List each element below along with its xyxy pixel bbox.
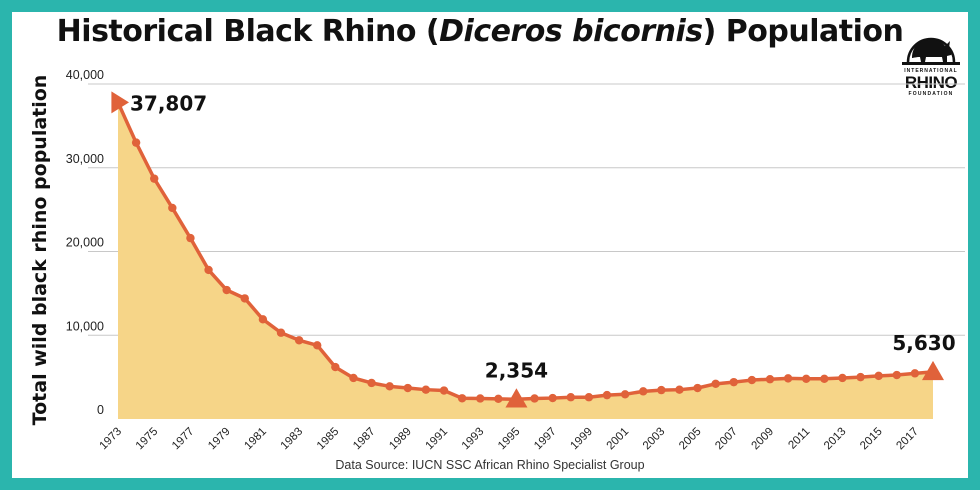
data-point [675, 385, 684, 394]
data-point-highlight [111, 91, 129, 114]
data-point [620, 390, 630, 399]
data-point [258, 315, 268, 324]
x-tick-label: 1985 [315, 426, 342, 453]
data-point [457, 394, 467, 403]
data-point [530, 394, 539, 403]
data-point [892, 370, 901, 380]
x-tick-label: 1983 [279, 426, 306, 453]
title-species: Diceros bicornis [439, 14, 703, 49]
data-point [476, 394, 485, 403]
population-line [116, 101, 934, 402]
data-point [385, 382, 394, 391]
y-tick-label: 40,000 [66, 68, 104, 82]
data-point [657, 385, 666, 395]
y-tick-label: 0 [97, 403, 104, 417]
data-point [765, 375, 775, 384]
data-point [494, 394, 503, 404]
population-area [118, 102, 933, 419]
data-point [820, 374, 829, 383]
points-layer [111, 91, 944, 408]
data-point [349, 373, 358, 383]
area-layer [118, 102, 933, 419]
x-tick-label: 2003 [641, 426, 668, 453]
data-point [602, 390, 612, 400]
data-point [548, 393, 557, 403]
x-tick-label: 1987 [351, 426, 378, 453]
x-tick-label: 1997 [532, 426, 559, 453]
data-point [222, 285, 231, 295]
data-point [313, 341, 322, 350]
data-point [204, 265, 213, 275]
data-point [240, 294, 249, 303]
line-layer [116, 101, 934, 402]
grid-lines: 0 10,000 20,000 30,000 40,000 [66, 68, 965, 417]
x-tick-label: 2001 [605, 426, 632, 453]
data-point [874, 371, 883, 381]
x-tick-label: 1979 [206, 426, 233, 453]
data-point [131, 138, 141, 147]
logo-bottom-text: FOUNDATION [908, 91, 954, 97]
data-point [566, 393, 575, 402]
data-point [150, 174, 159, 183]
data-label: 2,354 [485, 358, 548, 382]
y-tick-label: 20,000 [66, 236, 104, 250]
x-tick-label: 1981 [242, 426, 269, 453]
y-tick-label: 30,000 [66, 152, 104, 166]
x-tick-label: 1993 [460, 426, 487, 453]
data-point [367, 378, 376, 388]
data-label: 37,807 [130, 91, 207, 115]
rhino-foundation-logo: INTERNATIONAL RHINO FOUNDATION [896, 20, 966, 98]
data-point [639, 387, 648, 396]
x-tick-label: 1975 [134, 426, 161, 453]
logo-top-text: INTERNATIONAL [904, 68, 958, 74]
x-tick-label: 1977 [170, 426, 197, 453]
y-tick-label: 10,000 [66, 319, 104, 333]
x-tick-label: 2005 [677, 426, 704, 453]
data-point [729, 377, 738, 387]
data-point [711, 379, 720, 389]
x-tick-label: 1991 [424, 426, 451, 453]
chart-title: Historical Black Rhino (Diceros bicornis… [0, 14, 960, 49]
data-point [276, 328, 286, 337]
data-point [168, 203, 177, 213]
title-part-1: Historical Black Rhino ( [56, 14, 440, 49]
data-point [747, 375, 757, 385]
logo-name: RHINO [904, 73, 958, 92]
x-tick-label: 1973 [98, 426, 125, 453]
x-tick-label: 1995 [496, 426, 523, 453]
data-point-highlight [922, 360, 944, 381]
x-tick-label: 2017 [894, 426, 921, 453]
rhino-icon [902, 37, 960, 65]
data-label: 5,630 [892, 331, 955, 355]
title-part-2: ) Population [702, 14, 904, 49]
data-point [910, 369, 920, 378]
data-point [802, 374, 811, 383]
x-tick-label: 2009 [750, 426, 777, 453]
data-point [838, 373, 847, 383]
x-tick-label: 1989 [387, 426, 414, 453]
data-point-highlight [505, 388, 528, 408]
x-tick-label: 1999 [568, 426, 595, 453]
x-tick-label: 2015 [858, 426, 885, 453]
data-point [856, 372, 865, 382]
data-point [186, 233, 195, 243]
data-point [693, 383, 702, 393]
x-tick-label: 2013 [822, 426, 849, 453]
data-point [331, 362, 340, 372]
x-tick-label: 2011 [786, 426, 812, 452]
data-point [584, 393, 594, 402]
x-tick-label: 2007 [713, 426, 740, 453]
data-point [439, 386, 449, 395]
data-point [403, 383, 412, 393]
data-point [421, 385, 431, 394]
data-point [294, 336, 304, 345]
data-source-note: Data Source: IUCN SSC African Rhino Spec… [335, 458, 645, 472]
data-point [783, 374, 793, 383]
